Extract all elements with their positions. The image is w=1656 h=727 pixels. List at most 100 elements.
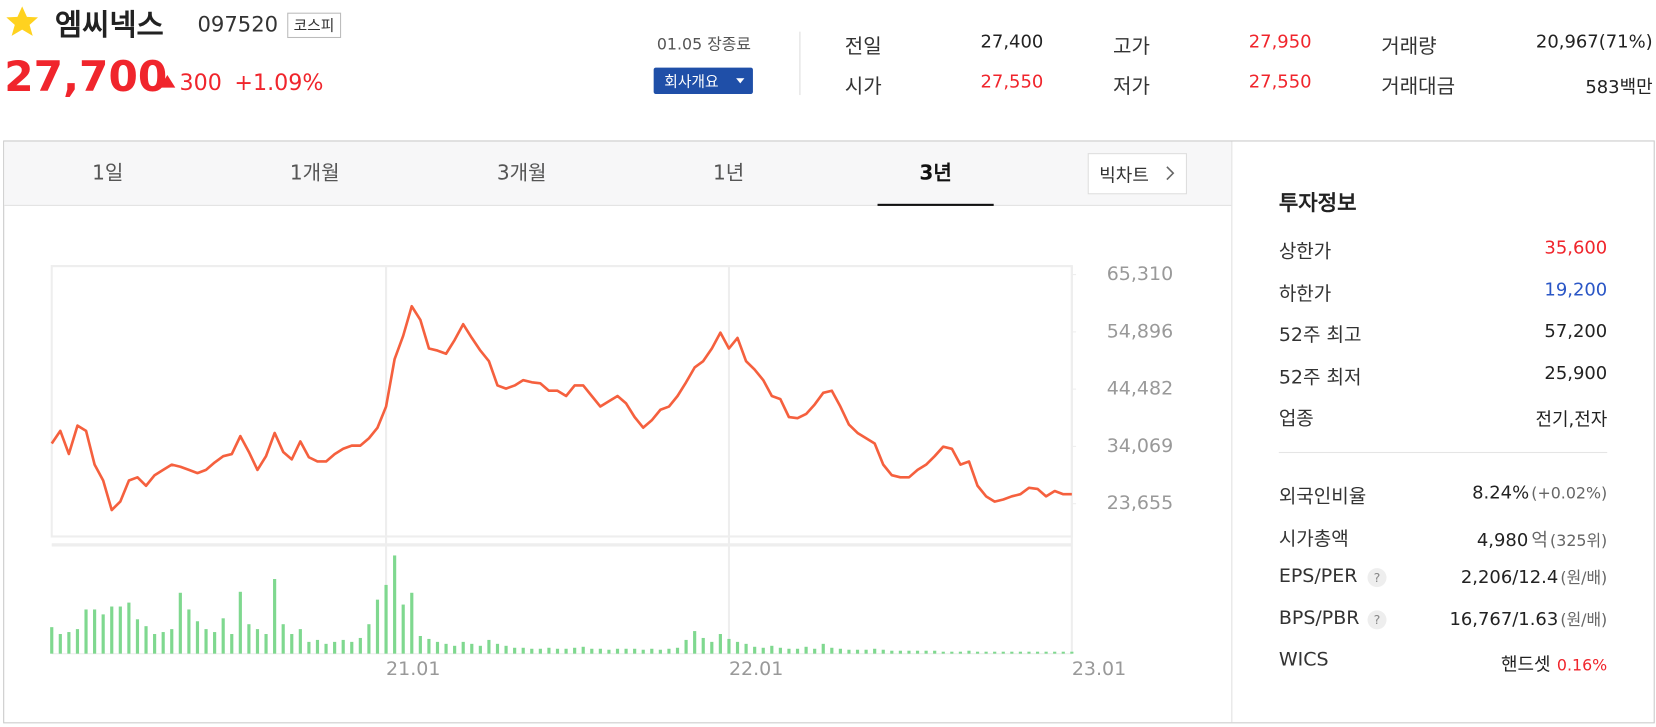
invest-value: 8.24% (+0.02%) (1472, 483, 1607, 504)
invest-label: EPS/PER (1278, 564, 1358, 588)
volume-bar (161, 632, 165, 654)
volume-bar (573, 647, 577, 654)
volume-bar (375, 599, 380, 654)
volume-bar (718, 634, 722, 654)
volume-bar (264, 634, 268, 654)
tab[interactable]: 1년 (713, 161, 745, 185)
chevron (1166, 166, 1175, 181)
volume-bar (273, 579, 277, 654)
favorite-star[interactable] (4, 4, 40, 38)
volume-bar (873, 648, 877, 654)
stock-code: 097520 (197, 11, 279, 37)
volume-bar (513, 647, 517, 654)
tab[interactable]: 3개월 (496, 161, 547, 185)
volume-bar (735, 641, 740, 654)
volume-bar (607, 649, 611, 654)
summary-value: 27,950 (1248, 31, 1312, 53)
volume-bar (101, 614, 105, 654)
volume-bar (238, 591, 242, 654)
volume-bar (924, 650, 928, 654)
volume-bar (975, 651, 980, 654)
tab[interactable]: 3년 (919, 161, 952, 185)
volume-bar (50, 627, 54, 654)
volume-bar (1070, 651, 1074, 654)
value: 57,200 (1544, 321, 1608, 343)
chart-panel (3, 140, 1655, 724)
panel-divider (1231, 141, 1233, 723)
value: 전기,전자 (1535, 409, 1608, 431)
volume-bar (495, 643, 500, 654)
volume-bar (693, 631, 697, 654)
value: 25,900 (1544, 362, 1608, 384)
y-tick-label: 23,655 (1107, 492, 1173, 514)
volume-bar (555, 648, 560, 654)
volume-bar (470, 643, 474, 654)
note: 0.16% (1556, 655, 1608, 675)
invest-value: 16,767/1.63 (원/배) (1449, 608, 1607, 630)
help-icon[interactable]: ? (1367, 568, 1387, 588)
company-button[interactable]: 회사개요 (653, 67, 753, 94)
divider (799, 31, 801, 96)
volume-bar (478, 645, 482, 654)
volume-bar (787, 648, 791, 654)
invest-label: WICS (1278, 648, 1329, 671)
unit: 억 (1531, 529, 1548, 551)
volume-bar (624, 648, 628, 654)
invest-label: 하한가 (1278, 282, 1332, 305)
tab[interactable]: 1개월 (289, 161, 340, 185)
volume-bar (401, 604, 405, 654)
help-icon[interactable]: ? (1367, 609, 1387, 629)
value: 4,980 (1476, 529, 1529, 551)
volume-bar (933, 650, 937, 654)
value: 8.24% (1472, 482, 1530, 504)
price-chart: 21.01 22.01 23.01 65,310 54,896 44,482 34,069 2… (50, 263, 1173, 680)
volume-bar (958, 651, 962, 654)
note: (+0.02%) (1531, 483, 1608, 503)
summary-label: 시가 (844, 74, 882, 99)
y-tick-label: 34,069 (1107, 435, 1173, 457)
tab[interactable]: 1일 (92, 161, 124, 185)
volume-bar (221, 618, 225, 654)
price-change: 300 (179, 69, 222, 96)
volume-bar (547, 647, 551, 654)
summary-label: 거래량 (1381, 34, 1437, 59)
volume-bar (153, 634, 157, 654)
volume-bar (444, 643, 448, 654)
volume-bar (633, 648, 637, 654)
volume-bar (435, 641, 440, 654)
volume-bar (890, 650, 894, 654)
volume-bar (110, 606, 114, 654)
summary-label: 저가 (1113, 74, 1150, 99)
summary-value: 27,550 (1248, 71, 1312, 93)
summary-value: 27,400 (980, 31, 1044, 53)
volume-bar (710, 641, 714, 654)
volume-bar (830, 647, 834, 654)
volume-bar (641, 649, 645, 654)
volume-bar (453, 645, 457, 654)
invest-value: 57,200 (1544, 321, 1607, 342)
summary-label: 고가 (1113, 34, 1150, 59)
invest-value: 2,206/12.4 (원/배) (1461, 566, 1607, 588)
volume-bar (538, 648, 542, 654)
volume-bar (684, 639, 688, 654)
note: (원/배) (1560, 609, 1608, 629)
big-chart-button[interactable]: 빅차트 (1087, 153, 1187, 195)
invest-separator (1278, 451, 1608, 454)
volume-bar (170, 629, 174, 654)
volume-bar (58, 634, 62, 654)
x-tick-label: 22.01 (729, 658, 783, 680)
volume-bar (667, 648, 671, 654)
volume-bar (727, 638, 731, 654)
invest-value: 35,600 (1544, 238, 1607, 259)
volume-bar (144, 626, 148, 654)
invest-label: 시가총액 (1278, 527, 1349, 550)
invest-label: 52주 최저 (1278, 365, 1362, 389)
volume-bar (950, 651, 954, 654)
stock-name: 엠씨넥스 (54, 7, 164, 43)
y-tick-label: 54,896 (1107, 320, 1173, 342)
volume-bar (967, 650, 971, 654)
volume-bar (427, 638, 431, 654)
y-tick-label: 44,482 (1107, 378, 1173, 400)
